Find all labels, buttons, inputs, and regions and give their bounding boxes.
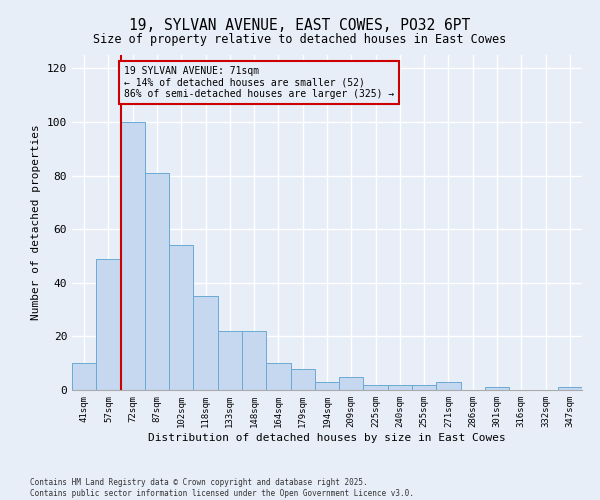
Bar (145, 173, 169, 390)
Bar (169, 246, 193, 390)
Bar (485, 388, 509, 390)
Bar (388, 384, 412, 390)
X-axis label: Distribution of detached houses by size in East Cowes: Distribution of detached houses by size … (148, 432, 506, 442)
Bar (72, 363, 96, 390)
Bar (412, 384, 436, 390)
Y-axis label: Number of detached properties: Number of detached properties (31, 124, 41, 320)
Bar (242, 331, 266, 390)
Bar (193, 296, 218, 390)
Bar (96, 258, 121, 390)
Text: Size of property relative to detached houses in East Cowes: Size of property relative to detached ho… (94, 32, 506, 46)
Bar (436, 382, 461, 390)
Bar (266, 363, 290, 390)
Bar (290, 368, 315, 390)
Text: Contains HM Land Registry data © Crown copyright and database right 2025.
Contai: Contains HM Land Registry data © Crown c… (30, 478, 414, 498)
Text: 19, SYLVAN AVENUE, EAST COWES, PO32 6PT: 19, SYLVAN AVENUE, EAST COWES, PO32 6PT (130, 18, 470, 32)
Bar (315, 382, 339, 390)
Bar (218, 331, 242, 390)
Bar (121, 122, 145, 390)
Text: 19 SYLVAN AVENUE: 71sqm
← 14% of detached houses are smaller (52)
86% of semi-de: 19 SYLVAN AVENUE: 71sqm ← 14% of detache… (124, 66, 394, 99)
Bar (558, 388, 582, 390)
Bar (339, 376, 364, 390)
Bar (364, 384, 388, 390)
